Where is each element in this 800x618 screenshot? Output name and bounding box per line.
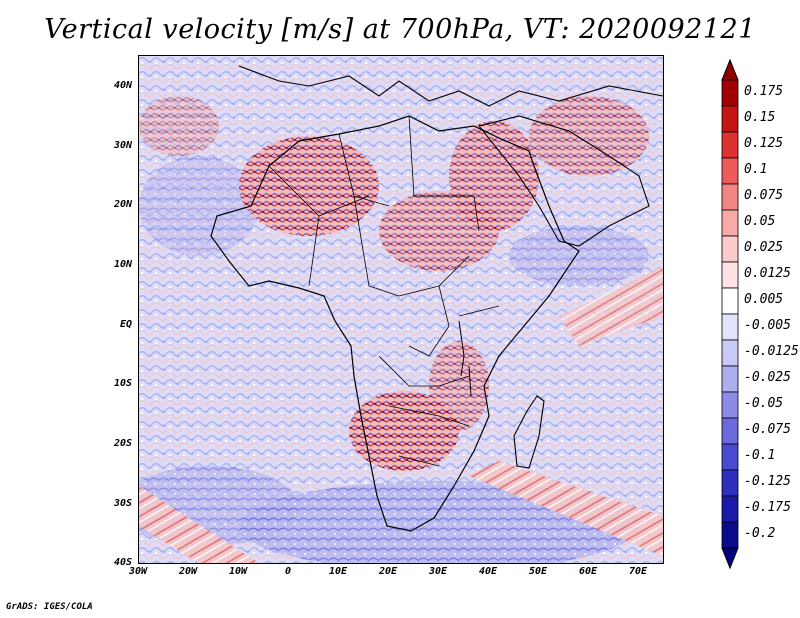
colorbar-segment <box>721 183 739 211</box>
colorbar-label: 0.15 <box>744 110 776 125</box>
colorbar-segment <box>721 365 739 393</box>
colorbar-label: 0.125 <box>744 136 784 151</box>
africa-coastline <box>210 115 580 532</box>
colorbar-segment <box>721 469 739 497</box>
colorbar-label: -0.125 <box>744 474 791 489</box>
lat-label-20n: 20N <box>113 199 132 210</box>
lon-label-20e: 20E <box>378 566 398 577</box>
colorbar-label: -0.025 <box>744 370 791 385</box>
lat-label-10n: 10N <box>113 259 132 270</box>
colorbar-segment <box>721 391 739 419</box>
madagascar-outline <box>513 395 545 469</box>
map-title: Vertical velocity [m/s] at 700hPa, VT: 2… <box>44 14 756 45</box>
colorbar-segment <box>721 313 739 341</box>
lon-label-20w: 20W <box>178 566 198 577</box>
colorbar-segment <box>721 79 739 107</box>
colorbar-label: 0.005 <box>744 292 784 307</box>
colorbar-segment <box>721 131 739 159</box>
colorbar-segment <box>721 209 739 237</box>
colorbar-segment <box>721 261 739 289</box>
velocity-field <box>139 56 663 563</box>
colorbar-top-arrow <box>721 58 739 81</box>
colorbar-segment <box>721 521 739 549</box>
lon-label-50e: 50E <box>528 566 548 577</box>
colorbar-label: -0.175 <box>744 500 791 515</box>
credit-text: GrADS: IGES/COLA <box>6 602 93 612</box>
lon-label-60e: 60E <box>578 566 598 577</box>
colorbar-segment <box>721 417 739 445</box>
colorbar-segment <box>721 105 739 133</box>
colorbar-segment <box>721 443 739 471</box>
lat-label-10s: 10S <box>113 378 132 389</box>
lon-label-10w: 10W <box>228 566 248 577</box>
lat-label-eq: EQ <box>119 319 132 330</box>
map-panel <box>138 55 664 564</box>
colorbar-label: -0.005 <box>744 318 791 333</box>
arabia-outline <box>478 115 650 247</box>
lon-label-30e: 30E <box>428 566 448 577</box>
lat-label-30n: 30N <box>113 140 132 151</box>
lat-label-30s: 30S <box>113 498 132 509</box>
lat-label-40n: 40N <box>113 80 132 91</box>
lon-label-0: 0 <box>284 566 292 577</box>
colorbar-label: 0.025 <box>744 240 784 255</box>
colorbar-label: 0.175 <box>744 84 784 99</box>
colorbar-label: -0.2 <box>744 526 776 541</box>
colorbar-segment <box>721 235 739 263</box>
lon-label-10e: 10E <box>328 566 348 577</box>
lat-label-40s: 40S <box>113 557 132 568</box>
lat-label-20s: 20S <box>113 438 132 449</box>
colorbar-segment <box>721 339 739 367</box>
colorbar-label: 0.0125 <box>744 266 791 281</box>
colorbar-label: -0.05 <box>744 396 784 411</box>
lon-label-40e: 40E <box>478 566 498 577</box>
colorbar-label: -0.075 <box>744 422 791 437</box>
lon-label-30w: 30W <box>128 566 148 577</box>
colorbar-label: 0.05 <box>744 214 776 229</box>
europe-coastline <box>238 65 663 107</box>
colorbar-label: -0.0125 <box>744 344 799 359</box>
colorbar-label: -0.1 <box>744 448 776 463</box>
colorbar-bottom-arrow <box>721 547 739 570</box>
country-borders <box>268 115 500 467</box>
colorbar-segment <box>721 157 739 185</box>
colorbar-label: 0.075 <box>744 188 784 203</box>
lon-label-70e: 70E <box>628 566 648 577</box>
colorbar-segment <box>721 495 739 523</box>
colorbar-label: 0.1 <box>744 162 768 177</box>
colorbar-segment <box>721 287 739 315</box>
